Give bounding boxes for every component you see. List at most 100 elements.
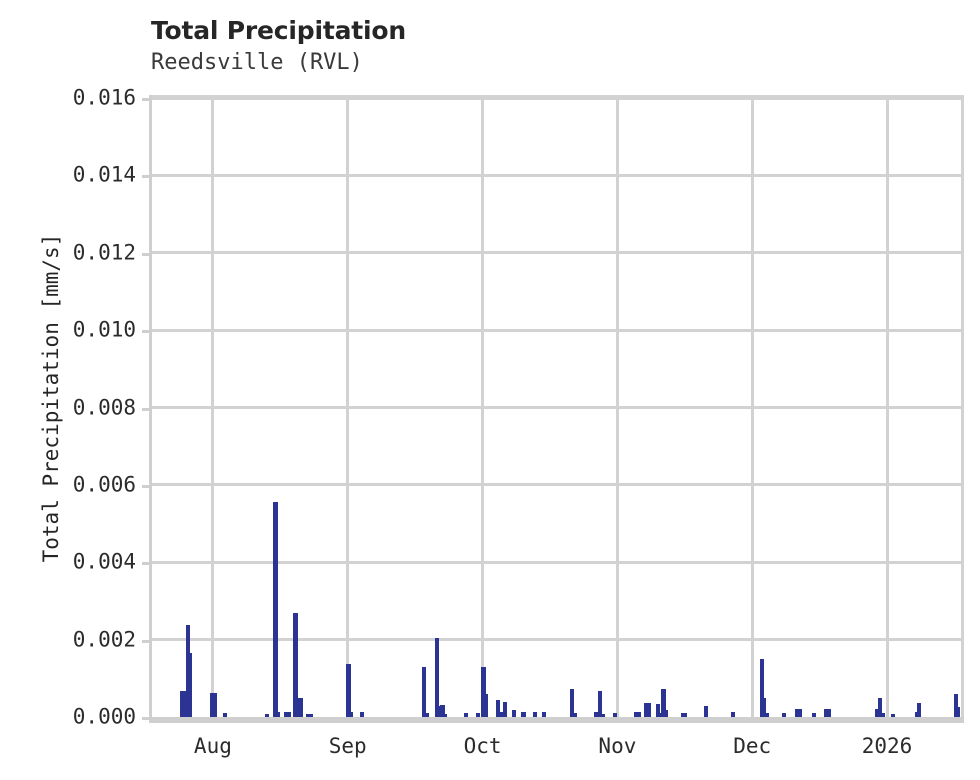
bar bbox=[683, 713, 688, 717]
bar bbox=[188, 653, 193, 717]
gridline-horizontal bbox=[152, 173, 961, 177]
bar bbox=[511, 710, 516, 717]
y-tick-mark bbox=[142, 562, 150, 566]
plot-frame: 0.000 0.002 0.004 0.006 0.008 0.010 0.012 0.014… bbox=[73, 87, 964, 758]
bar bbox=[359, 712, 364, 717]
axis-spine-left bbox=[149, 95, 152, 720]
x-tick-label: Oct bbox=[463, 734, 502, 758]
gridline-vertical bbox=[346, 98, 350, 717]
bar bbox=[875, 708, 880, 717]
bar bbox=[476, 712, 481, 717]
bar bbox=[264, 713, 269, 717]
bar bbox=[521, 711, 526, 717]
bar bbox=[656, 704, 661, 717]
gridline-horizontal bbox=[152, 406, 961, 409]
y-tick-label: 0.000 bbox=[72, 704, 136, 729]
bar bbox=[273, 501, 278, 717]
axis-spine-bottom bbox=[149, 717, 964, 723]
bar bbox=[637, 712, 642, 717]
bar bbox=[880, 712, 885, 717]
y-tick-mark bbox=[142, 330, 150, 334]
gridline-horizontal bbox=[152, 328, 961, 332]
gridline-horizontal bbox=[152, 483, 961, 487]
bar bbox=[463, 713, 469, 717]
bar bbox=[878, 698, 883, 717]
bar bbox=[797, 708, 803, 717]
bar bbox=[437, 705, 443, 717]
bar bbox=[612, 713, 617, 717]
y-tick-label: 0.006 bbox=[72, 472, 136, 497]
axis-spine-right bbox=[961, 95, 964, 717]
bar bbox=[440, 705, 445, 717]
gridline-vertical bbox=[750, 98, 754, 717]
title-block: Total Precipitation Reedsville (RVL) bbox=[151, 16, 851, 78]
gridline-vertical bbox=[885, 98, 889, 717]
bar bbox=[443, 713, 448, 717]
y-tick-label: 0.010 bbox=[72, 317, 136, 342]
bar bbox=[824, 708, 829, 717]
x-tick-label: Nov bbox=[598, 734, 637, 758]
bar bbox=[483, 693, 489, 717]
gridline-vertical bbox=[615, 98, 619, 717]
bar bbox=[349, 711, 354, 717]
bar bbox=[309, 713, 314, 717]
bar bbox=[914, 711, 919, 717]
gridline-horizontal bbox=[152, 251, 961, 255]
bar bbox=[572, 713, 577, 717]
bar bbox=[498, 712, 503, 717]
bar bbox=[826, 708, 831, 717]
bar bbox=[209, 693, 215, 717]
page-title: Total Precipitation bbox=[151, 16, 406, 45]
gridline-horizontal bbox=[152, 638, 961, 642]
bar bbox=[542, 711, 547, 717]
bar bbox=[424, 713, 429, 717]
bar bbox=[496, 699, 501, 717]
y-axis-label: Total Precipitation [mm/s] bbox=[39, 233, 63, 563]
bar bbox=[594, 712, 599, 717]
bar bbox=[286, 711, 291, 717]
y-tick-mark bbox=[142, 252, 150, 256]
bar bbox=[503, 701, 508, 717]
bar bbox=[664, 710, 669, 717]
bar bbox=[306, 713, 311, 717]
y-tick-mark bbox=[142, 484, 150, 488]
x-tick-label: Aug bbox=[193, 734, 232, 758]
bar bbox=[658, 713, 663, 717]
y-tick-label: 0.014 bbox=[72, 162, 136, 187]
bar bbox=[283, 711, 289, 717]
gridline-horizontal bbox=[152, 560, 961, 564]
bar bbox=[600, 713, 605, 717]
x-tick-label: 2026 bbox=[861, 734, 913, 758]
y-tick-label: 0.008 bbox=[72, 395, 136, 419]
bar bbox=[680, 713, 685, 717]
bar bbox=[764, 713, 770, 717]
bar bbox=[917, 703, 922, 717]
y-tick-mark bbox=[142, 717, 150, 720]
bar bbox=[759, 658, 764, 717]
bar bbox=[422, 667, 427, 717]
y-tick-label: 0.016 bbox=[72, 85, 136, 110]
bar bbox=[704, 706, 709, 717]
bar bbox=[795, 708, 800, 717]
x-tick-label: Sep bbox=[328, 734, 367, 758]
bar bbox=[346, 664, 351, 717]
bar bbox=[956, 707, 961, 717]
y-tick-mark bbox=[142, 639, 150, 643]
bar bbox=[762, 697, 767, 717]
bar bbox=[296, 697, 301, 717]
y-tick-mark bbox=[142, 98, 150, 101]
y-tick-mark bbox=[142, 175, 150, 179]
bar bbox=[532, 711, 537, 717]
gridline-vertical bbox=[211, 98, 215, 717]
y-tick-label: 0.004 bbox=[72, 549, 136, 574]
bar bbox=[222, 713, 228, 717]
bar bbox=[730, 711, 736, 717]
bar bbox=[953, 693, 958, 717]
bar bbox=[298, 697, 303, 717]
bar bbox=[435, 637, 440, 717]
chart-subtitle: Reedsville (RVL) bbox=[151, 50, 363, 75]
bar bbox=[276, 712, 281, 717]
gridline-vertical bbox=[481, 98, 485, 717]
bar bbox=[293, 613, 298, 717]
axis-spine-top bbox=[149, 95, 964, 98]
